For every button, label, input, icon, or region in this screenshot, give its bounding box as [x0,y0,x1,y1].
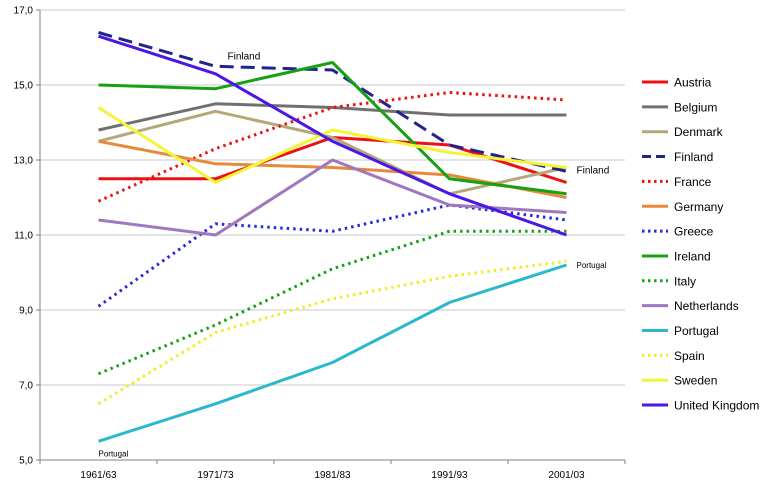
legend-item-label: Denmark [674,125,724,139]
y-tick-label: 9,0 [19,306,33,317]
x-tick-label: 2001/03 [548,470,585,481]
legend-item-label: Netherlands [674,299,739,313]
axes [36,9,626,464]
annotation-label: Portugal [99,449,129,458]
y-tick-label: 17,0 [14,6,34,17]
legend-item-label: Spain [674,349,705,363]
series-line-ireland [98,61,567,196]
y-tick-label: 11,0 [14,231,33,242]
series-line-spain [97,259,567,406]
series-line-sweden [97,106,567,184]
legend-item-label: Belgium [674,100,717,114]
annotations: Finland Finland Portugal Portugal [99,51,610,458]
series-line-portugal [98,263,567,443]
y-tick-label: 7,0 [19,381,33,392]
legend-item-label: Ireland [674,249,711,263]
legend: Austria Belgium Denmark Finland France German… [642,76,759,413]
legend-item-label: Portugal [674,324,719,338]
x-tick-label: 1971/73 [197,470,234,481]
series-line-greece [97,203,567,308]
series-lines [97,31,567,443]
series-line-united-kingdom [98,34,567,237]
x-tick-label: 1981/83 [314,470,351,481]
x-tick-label: 1961/63 [80,470,117,481]
series-line-belgium [98,102,567,132]
annotation-label: Finland [228,51,261,62]
x-tick-labels: 1961/63 1971/73 1981/83 1991/93 2001/03 [80,470,585,481]
legend-item-label: Italy [674,274,696,288]
legend-item-label: France [674,175,712,189]
series-line-italy [97,229,567,376]
legend-item-label: Finland [674,150,713,164]
x-tick-label: 1991/93 [431,470,468,481]
y-tick-label: 13,0 [14,156,34,167]
legend-item-label: Austria [674,76,712,90]
series-line-finland [98,31,567,173]
legend-item-label: United Kingdom [674,399,759,413]
y-tick-label: 15,0 [14,81,34,92]
legend-item-label: Germany [674,200,723,214]
annotation-label: Finland [577,165,610,176]
y-tick-labels: 5,0 7,0 9,0 11,0 13,0 15,0 17,0 [14,6,34,467]
legend-item-label: Sweden [674,374,717,388]
y-tick-label: 5,0 [19,456,33,467]
annotation-label: Portugal [577,261,607,270]
legend-item-label: Greece [674,225,714,239]
series-line-france [97,91,567,203]
